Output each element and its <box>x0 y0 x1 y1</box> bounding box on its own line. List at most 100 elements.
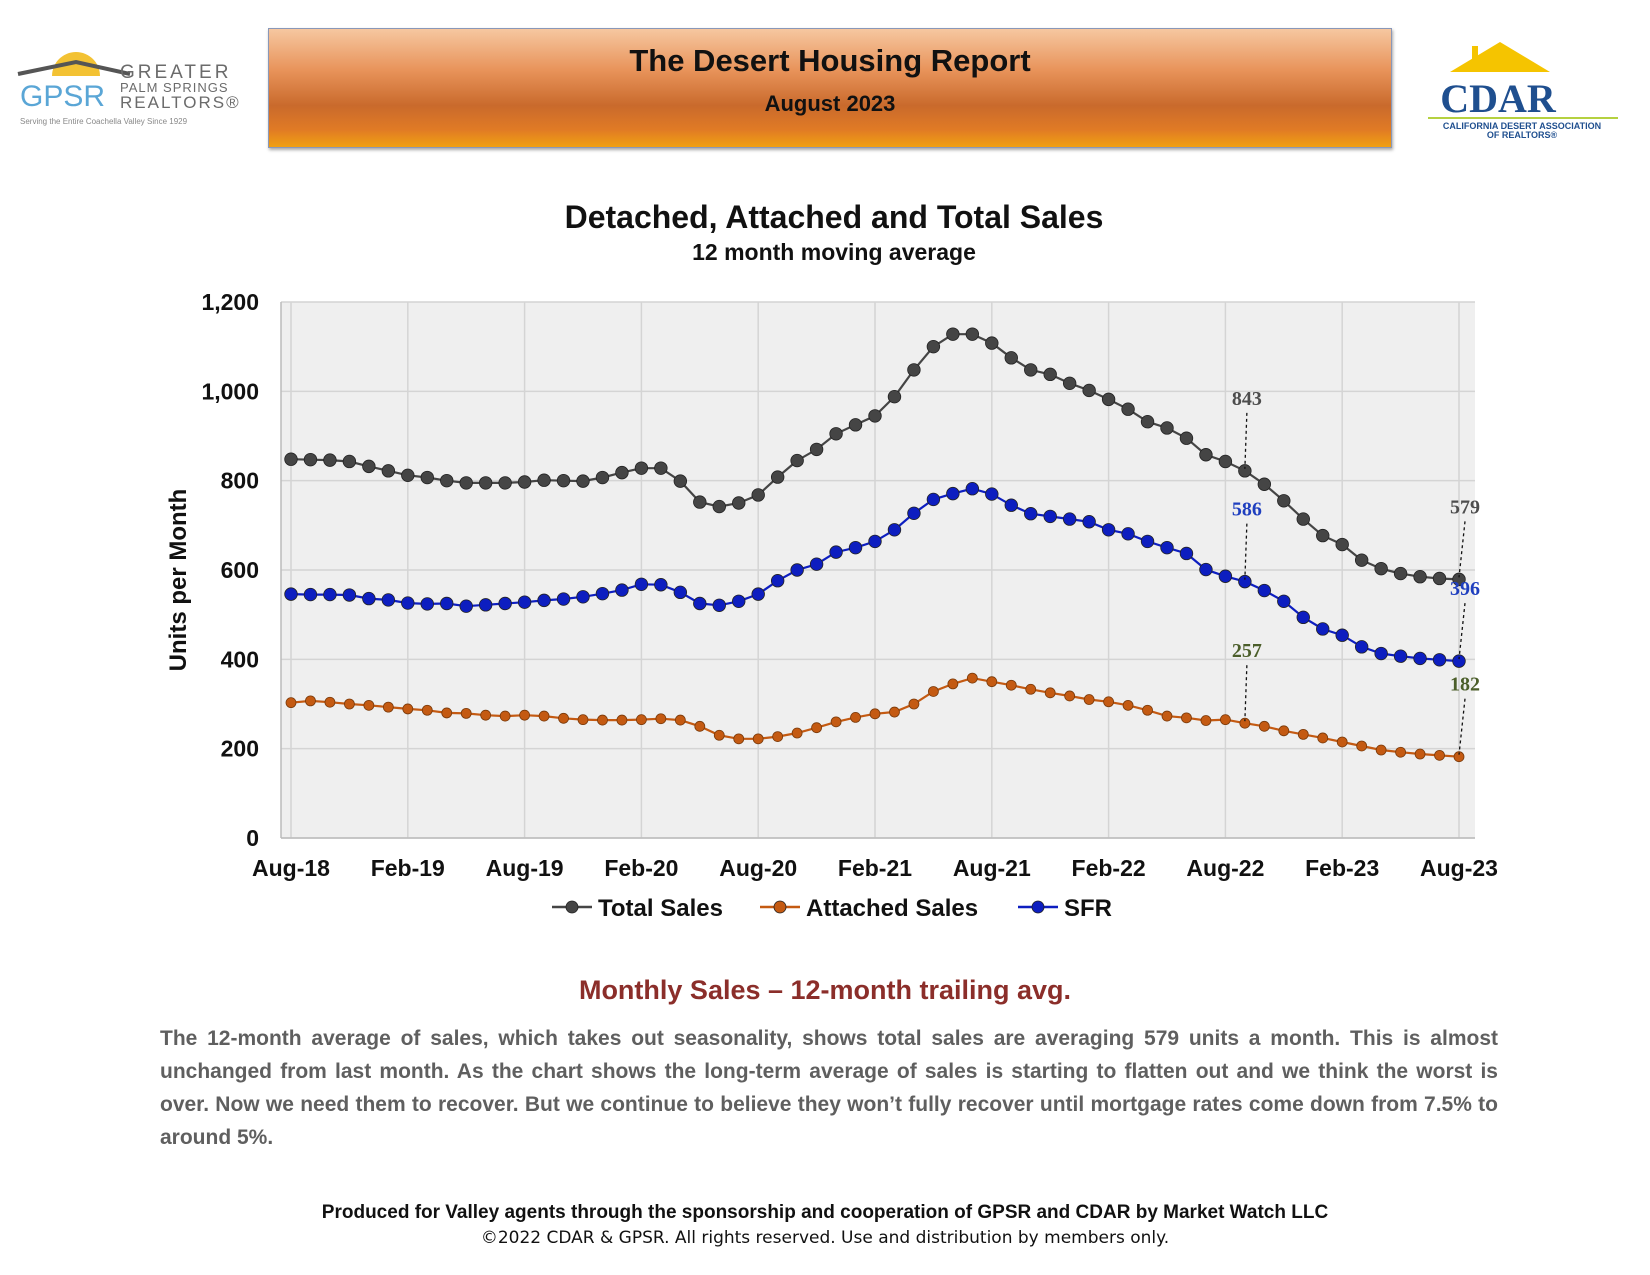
y-tick-label: 400 <box>221 646 259 672</box>
data-point <box>712 598 726 612</box>
y-tick-label: 1,200 <box>201 289 259 315</box>
data-point <box>928 686 939 697</box>
data-point <box>830 716 842 728</box>
data-point <box>713 729 725 741</box>
data-point <box>809 442 824 457</box>
data-point <box>1024 363 1038 377</box>
data-point <box>402 703 414 715</box>
data-point <box>809 557 824 571</box>
data-point <box>381 593 396 607</box>
data-point <box>576 590 590 604</box>
data-point <box>1432 571 1447 586</box>
data-point <box>342 588 357 602</box>
y-tick-label: 600 <box>221 557 259 583</box>
summary-body: The 12-month average of sales, which tak… <box>160 1027 1498 1149</box>
data-point <box>732 496 746 510</box>
chart-title: Detached, Attached and Total Sales <box>565 199 1104 235</box>
data-point <box>342 454 357 469</box>
data-point <box>577 714 589 726</box>
data-point <box>829 545 843 559</box>
data-point <box>1179 546 1194 561</box>
data-point <box>772 731 784 743</box>
data-point <box>751 587 765 601</box>
data-point <box>1277 594 1291 608</box>
data-point <box>926 492 941 507</box>
data-point <box>1218 454 1233 469</box>
y-tick-label: 800 <box>221 468 259 494</box>
legend-marker <box>1031 900 1045 914</box>
data-point <box>558 712 569 724</box>
x-tick-label: Feb-20 <box>604 855 678 881</box>
legend-marker <box>773 900 787 914</box>
roof-icon <box>17 59 131 76</box>
data-point <box>1160 421 1174 435</box>
data-point <box>363 699 375 711</box>
data-point <box>1257 477 1272 491</box>
x-tick-label: Aug-19 <box>486 855 564 881</box>
data-point <box>636 714 647 726</box>
data-point <box>887 389 902 404</box>
data-point <box>1160 540 1174 555</box>
gpsr-line1: GREATER <box>120 62 231 83</box>
data-point <box>517 475 532 489</box>
data-point <box>985 336 999 350</box>
data-point <box>323 587 337 602</box>
data-point <box>1121 527 1135 541</box>
cdar-abbr: CDAR <box>1440 76 1557 121</box>
legend-label: Attached Sales <box>806 895 978 922</box>
data-point <box>694 720 706 732</box>
data-point <box>478 598 493 612</box>
data-point <box>1395 746 1406 758</box>
data-point <box>1239 717 1251 729</box>
data-point <box>1413 570 1427 584</box>
data-point <box>1140 534 1155 549</box>
data-point <box>517 595 532 609</box>
data-label: 579 <box>1450 496 1480 518</box>
data-point <box>420 597 434 611</box>
data-point <box>1181 712 1192 724</box>
data-point <box>1101 523 1116 537</box>
data-point <box>986 676 998 688</box>
data-point <box>1296 512 1310 526</box>
data-label: 396 <box>1450 578 1480 600</box>
data-point <box>1199 448 1213 462</box>
data-point <box>421 704 433 716</box>
legend-label: Total Sales <box>598 895 723 922</box>
data-point <box>1354 553 1369 567</box>
data-point <box>616 714 628 726</box>
x-tick-label: Feb-21 <box>838 855 912 881</box>
data-point <box>499 710 511 722</box>
data-point <box>1062 512 1077 526</box>
data-point <box>615 465 629 480</box>
gpsr-abbr: GPSR <box>20 80 105 113</box>
data-point <box>303 587 318 602</box>
data-point <box>343 698 355 710</box>
data-point <box>1044 687 1056 699</box>
data-point <box>850 712 861 723</box>
house-roof-icon <box>1450 42 1550 72</box>
data-point <box>889 706 900 718</box>
data-point <box>946 486 960 501</box>
data-point <box>1296 610 1310 625</box>
data-point <box>420 470 434 485</box>
data-point <box>480 709 492 721</box>
report-header-banner: The Desert Housing Report August 2023 <box>268 28 1392 148</box>
data-point <box>459 599 473 613</box>
data-point <box>1278 725 1290 737</box>
data-point <box>1024 507 1038 521</box>
data-point <box>965 482 980 496</box>
data-point <box>1005 679 1017 691</box>
data-point <box>498 596 512 611</box>
data-point <box>751 488 765 502</box>
data-point <box>1043 367 1057 382</box>
legend-label: SFR <box>1064 895 1112 922</box>
data-point <box>908 698 920 710</box>
data-point <box>1142 704 1153 716</box>
data-point <box>1140 415 1155 429</box>
data-point <box>323 453 337 467</box>
x-tick-label: Feb-22 <box>1072 855 1146 881</box>
data-point <box>576 474 590 488</box>
data-point <box>460 707 472 719</box>
data-point <box>829 427 843 441</box>
data-point <box>1161 710 1173 722</box>
